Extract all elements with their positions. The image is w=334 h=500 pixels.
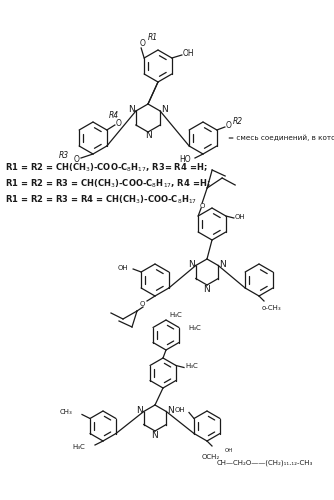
Text: = смесь соединений, в которых: = смесь соединений, в которых xyxy=(228,134,334,141)
Text: N: N xyxy=(167,406,174,415)
Text: R1: R1 xyxy=(148,32,158,42)
Text: R1 = R2 = R3 = CH(CH$_3$)-COO-C$_8$H$_{17}$, R4 =H;: R1 = R2 = R3 = CH(CH$_3$)-COO-C$_8$H$_{1… xyxy=(5,178,210,190)
Text: N: N xyxy=(145,132,151,140)
Text: N: N xyxy=(152,430,158,440)
Text: O: O xyxy=(140,301,145,307)
Text: OCH₂: OCH₂ xyxy=(202,454,220,460)
Text: N: N xyxy=(136,406,143,415)
Text: N: N xyxy=(129,106,135,114)
Text: CH₃: CH₃ xyxy=(59,410,72,416)
Text: H₃C: H₃C xyxy=(185,364,198,370)
Text: OH: OH xyxy=(175,408,185,414)
Text: O: O xyxy=(73,156,79,164)
Text: O: O xyxy=(199,203,205,209)
Text: R1 = R2 = R3 = R4 = CH(CH$_3$)-COO-C$_8$H$_{17}$: R1 = R2 = R3 = R4 = CH(CH$_3$)-COO-C$_8$… xyxy=(5,194,197,206)
Text: N: N xyxy=(161,106,167,114)
Text: R1 = R2 = CH(CH$_3$)-COO-C$_8$H$_{17}$, R3= R4 =H;: R1 = R2 = CH(CH$_3$)-COO-C$_8$H$_{17}$, … xyxy=(5,162,207,174)
Text: HO: HO xyxy=(179,154,191,164)
Text: H₃C: H₃C xyxy=(72,444,85,450)
Text: O: O xyxy=(116,118,122,128)
Text: N: N xyxy=(204,284,210,294)
Text: OH: OH xyxy=(183,50,194,58)
Text: N: N xyxy=(188,260,195,269)
Text: o-CH₃: o-CH₃ xyxy=(262,305,282,311)
Text: O: O xyxy=(226,122,232,130)
Text: OH: OH xyxy=(235,214,245,220)
Text: CH—CH₂O——(CH₂)₁₁.₁₂-CH₃: CH—CH₂O——(CH₂)₁₁.₁₂-CH₃ xyxy=(217,460,313,466)
Text: R3: R3 xyxy=(59,152,69,160)
Text: OH: OH xyxy=(225,448,233,454)
Text: OH: OH xyxy=(118,265,129,271)
Text: O: O xyxy=(139,40,145,48)
Text: H₃C: H₃C xyxy=(188,326,201,332)
Text: H₃C: H₃C xyxy=(169,312,182,318)
Text: N: N xyxy=(219,260,226,269)
Text: R2: R2 xyxy=(233,116,243,126)
Text: R4: R4 xyxy=(109,112,119,120)
